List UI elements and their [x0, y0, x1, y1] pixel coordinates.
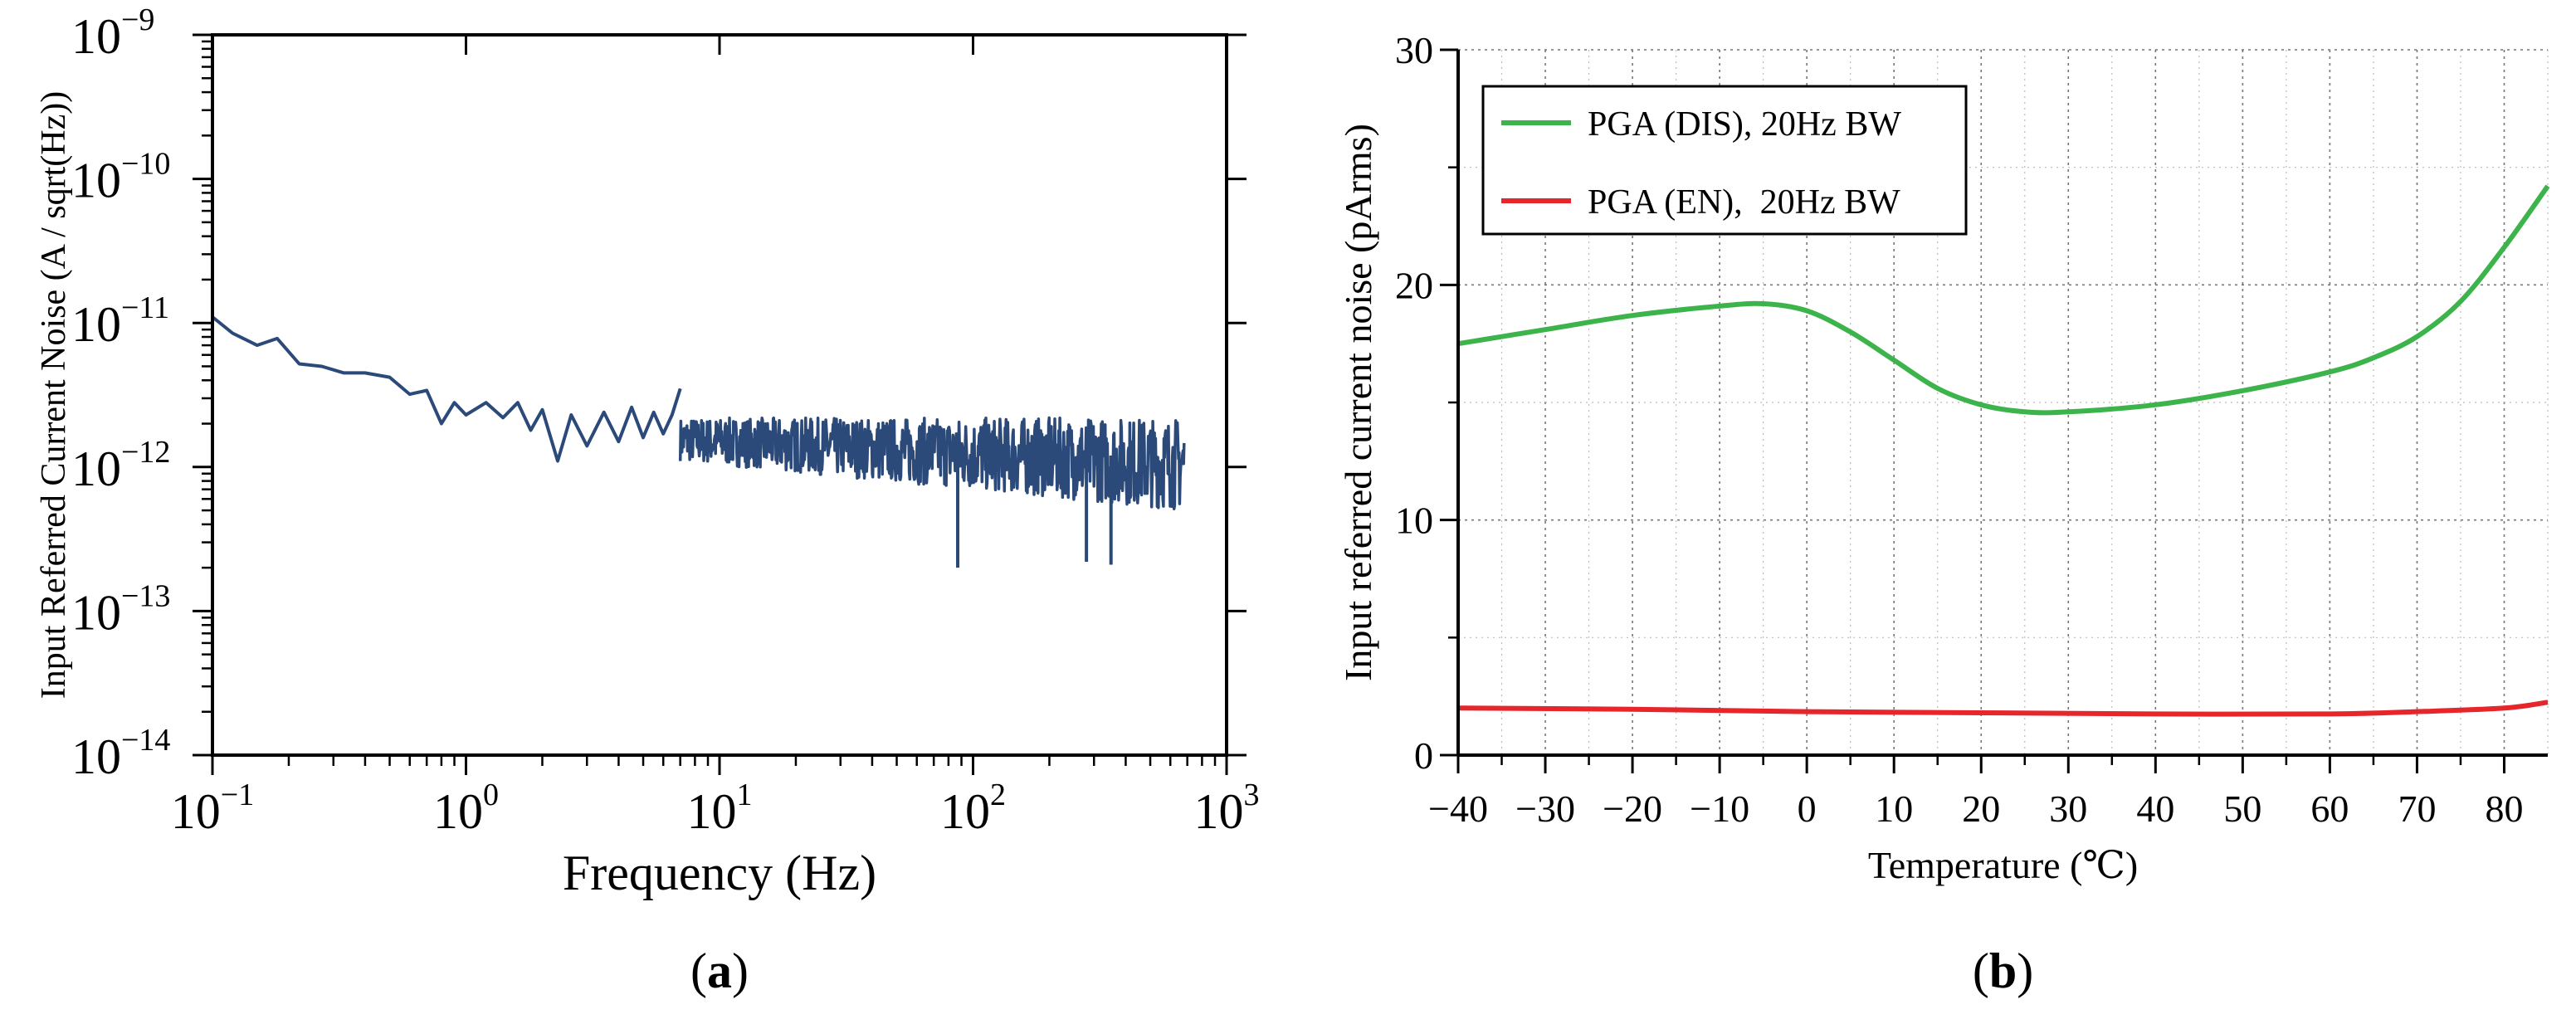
- y-tick-label: 10−12: [71, 435, 170, 496]
- y-tick-label: 20: [1395, 264, 1433, 306]
- y-tick-label: 10−11: [71, 290, 169, 352]
- x-tick-label: 80: [2485, 787, 2523, 830]
- x-tick-label: 30: [2049, 787, 2087, 830]
- x-tick-label: 103: [1194, 778, 1260, 839]
- x-tick-label: 102: [940, 778, 1006, 839]
- legend-box: [1481, 85, 1968, 236]
- panel-a-plot-frame: [211, 33, 1228, 757]
- noise-curve-low-frequency: [211, 315, 682, 463]
- y-tick-label: 10: [1395, 500, 1433, 542]
- y-tick-label: 0: [1414, 734, 1433, 777]
- x-tick-label: 10−1: [171, 778, 254, 839]
- x-tick-label: 10: [1875, 787, 1913, 830]
- x-tick-label: −40: [1428, 787, 1488, 830]
- panel-b-temperature-chart: −40 −30 −20 −10 0 10 20 30 40 50 60 70 80 0 10 20 30 PGA…: [1337, 29, 2550, 998]
- panel-b-y-axis-label: Input referred current noise (pArms): [1337, 124, 1379, 681]
- y-tick-label: 10−10: [71, 147, 170, 208]
- y-tick-label: 30: [1395, 29, 1433, 71]
- x-tick-label: 20: [1962, 787, 2000, 830]
- panel-a-log-noise-chart: 10−1 100 101 102 103 10−14 10−13 10−12 10−11 10−1…: [35, 2, 1260, 998]
- panel-a-label: (a): [690, 943, 749, 998]
- panel-b-legend: PGA (DIS), 20Hz BW PGA (EN), 20Hz BW: [1481, 85, 1968, 236]
- x-tick-label: 100: [433, 778, 499, 839]
- x-tick-label: 50: [2223, 787, 2261, 830]
- y-tick-label: 10−14: [71, 723, 170, 784]
- panel-a-x-axis-label: Frequency (Hz): [563, 846, 876, 900]
- x-tick-label: −30: [1515, 787, 1575, 830]
- series-line-pga-en: [1457, 700, 2549, 717]
- noise-band-high-frequency: [678, 416, 1186, 510]
- series-line-pga-dis: [1457, 184, 2550, 416]
- x-tick-label: 60: [2310, 787, 2349, 830]
- legend-label-pga-dis: PGA (DIS), 20Hz BW: [1588, 105, 1901, 144]
- panel-b-data: [1457, 184, 2550, 717]
- legend-label-pga-en: PGA (EN), 20Hz BW: [1588, 183, 1900, 222]
- panel-b-ticks: [1440, 48, 2505, 773]
- panel-a-tick-labels: 10−1 100 101 102 103 10−14 10−13 10−12 10−11 10−1…: [71, 2, 1260, 839]
- x-tick-label: 70: [2398, 787, 2436, 830]
- y-tick-label: 10−13: [71, 578, 170, 640]
- panel-b-label: (b): [1973, 943, 2033, 998]
- panel-b-x-axis-label: Temperature (℃): [1868, 844, 2138, 886]
- panel-a-y-axis-label: Input Referred Current Noise (A / sqrt(H…: [35, 91, 73, 699]
- y-tick-label: 10−9: [71, 2, 154, 64]
- panel-b-tick-labels: −40 −30 −20 −10 0 10 20 30 40 50 60 70 80 0 10 20 30: [1395, 29, 2523, 830]
- x-tick-label: −20: [1603, 787, 1662, 830]
- panel-a-data: [211, 315, 1186, 568]
- x-tick-label: 0: [1798, 787, 1817, 830]
- x-tick-label: 101: [687, 778, 753, 839]
- panel-a-ticks: [193, 33, 1247, 775]
- x-tick-label: 40: [2136, 787, 2174, 830]
- x-tick-label: −10: [1690, 787, 1749, 830]
